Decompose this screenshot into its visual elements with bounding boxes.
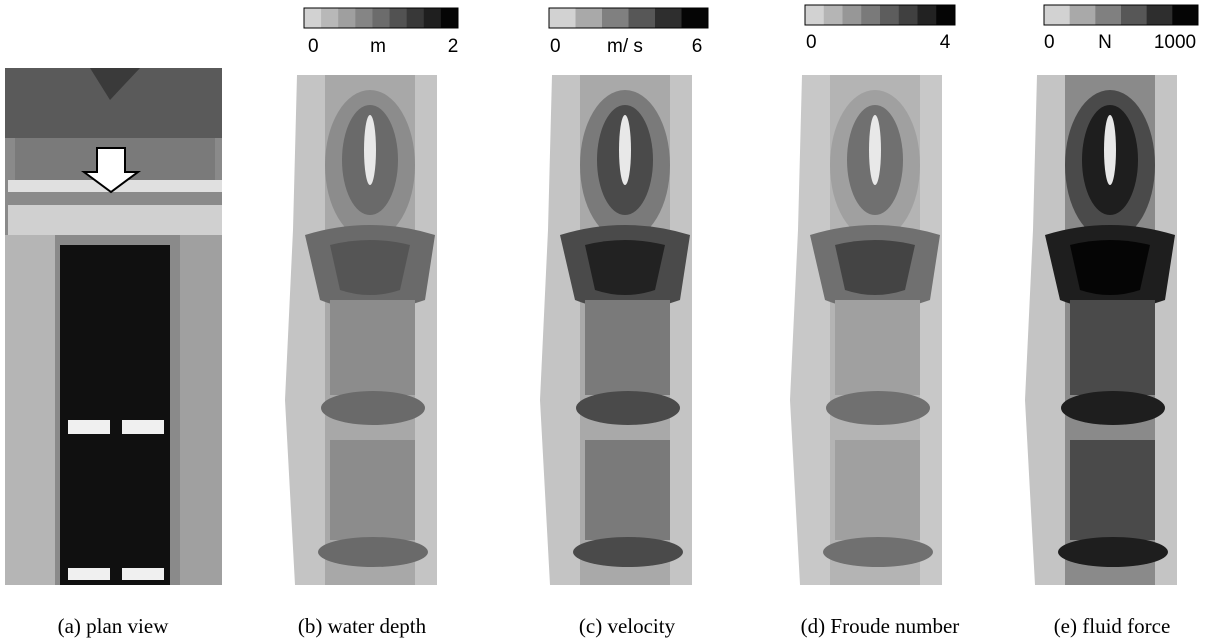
colorbar-step (681, 8, 709, 28)
map-zone (364, 115, 376, 185)
colorbar-label: 0 (308, 36, 319, 57)
colorbar-step (1044, 5, 1071, 25)
colorbar-step (575, 8, 603, 28)
colorbar-step (304, 8, 322, 28)
map-zone (585, 300, 670, 395)
map-zone (823, 537, 933, 567)
caption: (a) plan view (58, 614, 170, 638)
caption: (e) fluid force (1054, 614, 1171, 638)
colorbar-step (355, 8, 373, 28)
map-zone (321, 391, 425, 425)
colorbar-step (389, 8, 408, 28)
colorbar-label: m (370, 36, 386, 57)
map-zone (835, 440, 920, 540)
map-zone (585, 240, 665, 295)
colorbar-step (602, 8, 629, 28)
colorbar-label: 0 (1044, 32, 1055, 53)
colorbar-label: 1000 (1154, 32, 1196, 53)
colorbar-step (549, 8, 576, 28)
colorbar-frame (303, 7, 459, 29)
colorbar-step (1172, 5, 1199, 25)
map-zone (330, 240, 410, 295)
colorbar-step (805, 5, 825, 25)
contour-map (1025, 75, 1177, 585)
caption: (b) water depth (298, 614, 427, 638)
map-zone (835, 300, 920, 395)
map-zone (835, 240, 915, 295)
caption: (d) Froude number (801, 614, 960, 638)
contour-map (790, 75, 942, 585)
colorbar-label: 0 (806, 32, 817, 53)
colorbar-step (898, 5, 918, 25)
colorbar-label: 4 (940, 32, 951, 53)
colorbar-label: 0 (550, 36, 561, 57)
contour-map (540, 75, 692, 585)
colorbar-step (628, 8, 656, 28)
colorbar-frame (548, 7, 709, 29)
map-zone (585, 440, 670, 540)
caption: (c) velocity (579, 614, 676, 638)
colorbar-step (321, 8, 339, 28)
colorbar-step (823, 5, 843, 25)
colorbar-step (880, 5, 900, 25)
colorbar-step (861, 5, 881, 25)
map-zone (330, 300, 415, 395)
colorbar-step (423, 8, 442, 28)
map-zone (1070, 300, 1155, 395)
map-zone (573, 537, 683, 567)
colorbar-step (1121, 5, 1148, 25)
map-zone (1058, 537, 1168, 567)
map-zone (1070, 440, 1155, 540)
colorbar-label: 2 (448, 36, 459, 57)
map-zone (869, 115, 881, 185)
colorbar-frame (1043, 4, 1199, 26)
colorbar-label: 6 (692, 36, 703, 57)
colorbar-step (936, 5, 956, 25)
colorbar-step (917, 5, 937, 25)
colorbar-step (1069, 5, 1096, 25)
colorbar-step (842, 5, 862, 25)
colorbar-step (1095, 5, 1122, 25)
colorbar-label: N (1098, 32, 1112, 53)
map-zone (826, 391, 930, 425)
map-zone (576, 391, 680, 425)
map-zone (619, 115, 631, 185)
map-zone (1104, 115, 1116, 185)
map-zone (1070, 240, 1150, 295)
colorbar-step (406, 8, 425, 28)
map-zone (318, 537, 428, 567)
contour-map (285, 75, 437, 585)
colorbar-step (338, 8, 356, 28)
colorbar-label: m/ s (607, 36, 643, 57)
colorbar-frame (804, 4, 956, 26)
plan-view-photo (5, 68, 222, 585)
colorbar-step (655, 8, 682, 28)
colorbar-step (372, 8, 391, 28)
map-zone (330, 440, 415, 540)
colorbar-step (440, 8, 459, 28)
map-zone (1061, 391, 1165, 425)
colorbar-step (1146, 5, 1173, 25)
